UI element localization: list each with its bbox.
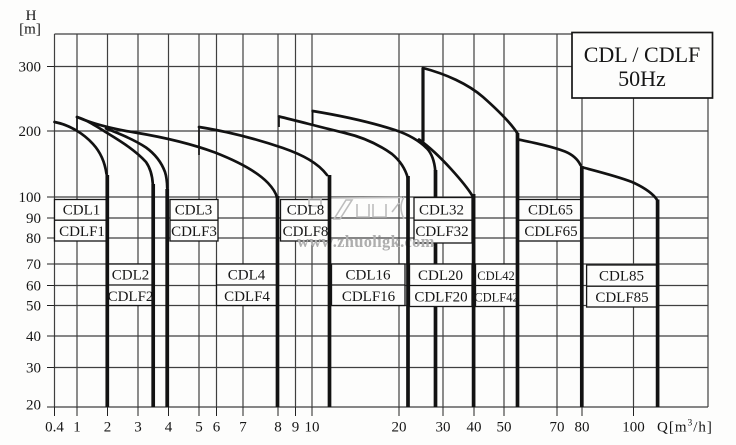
svg-text:CDLF16: CDLF16 <box>342 289 396 305</box>
svg-text:CDL / CDLF: CDL / CDLF <box>584 42 701 67</box>
svg-text:CDL8: CDL8 <box>287 203 325 219</box>
svg-text:50: 50 <box>26 299 41 315</box>
svg-text:8: 8 <box>274 420 282 436</box>
svg-text:40: 40 <box>467 420 482 436</box>
svg-text:CDLF2: CDLF2 <box>108 289 154 305</box>
svg-text:CDLF8: CDLF8 <box>283 224 329 240</box>
svg-text:50Hz: 50Hz <box>618 66 666 91</box>
svg-text:CDL16: CDL16 <box>346 268 392 284</box>
svg-text:5: 5 <box>195 420 203 436</box>
svg-text:6: 6 <box>213 420 221 436</box>
svg-text:Q[m3/h]: Q[m3/h] <box>657 419 713 436</box>
svg-text:100: 100 <box>19 190 42 206</box>
svg-text:70: 70 <box>26 257 41 273</box>
svg-text:CDL20: CDL20 <box>418 268 463 284</box>
svg-text:20: 20 <box>26 398 41 414</box>
svg-text:80: 80 <box>575 420 590 436</box>
svg-text:H: H <box>26 8 37 24</box>
svg-text:CDL1: CDL1 <box>63 203 101 219</box>
svg-text:9: 9 <box>292 420 300 436</box>
svg-text:CDLF85: CDLF85 <box>595 290 648 306</box>
svg-text:CDL4: CDL4 <box>228 268 266 284</box>
svg-text:10: 10 <box>305 420 320 436</box>
svg-text:90: 90 <box>26 211 41 227</box>
svg-text:40: 40 <box>26 329 41 345</box>
svg-text:80: 80 <box>26 231 41 247</box>
svg-text:CDLF42: CDLF42 <box>474 291 518 305</box>
svg-text:100: 100 <box>622 420 645 436</box>
svg-text:CDL3: CDL3 <box>175 203 213 219</box>
svg-text:2: 2 <box>104 420 112 436</box>
svg-text:20: 20 <box>392 420 407 436</box>
svg-text:CDL42: CDL42 <box>477 269 515 283</box>
svg-text:CDL2: CDL2 <box>112 268 150 284</box>
svg-text:70: 70 <box>550 420 565 436</box>
svg-text:CDLF65: CDLF65 <box>524 224 577 240</box>
svg-text:0.4: 0.4 <box>45 420 64 436</box>
svg-text:3: 3 <box>134 420 142 436</box>
svg-text:CDL32: CDL32 <box>419 203 464 219</box>
svg-text:7: 7 <box>239 420 247 436</box>
svg-text:www.zhuoligk.com: www.zhuoligk.com <box>297 232 435 251</box>
svg-text:200: 200 <box>19 124 42 140</box>
svg-text:300: 300 <box>19 60 42 76</box>
svg-text:CDLF32: CDLF32 <box>415 224 468 240</box>
svg-text:1: 1 <box>73 420 81 436</box>
svg-text:30: 30 <box>436 420 451 436</box>
svg-text:60: 60 <box>26 279 41 295</box>
svg-text:CDL85: CDL85 <box>599 269 644 285</box>
svg-text:[m]: [m] <box>19 22 41 38</box>
svg-text:CDLF20: CDLF20 <box>414 290 467 306</box>
svg-text:30: 30 <box>26 361 41 377</box>
svg-text:4: 4 <box>165 420 173 436</box>
svg-text:50: 50 <box>497 420 512 436</box>
svg-text:CDL65: CDL65 <box>528 203 573 219</box>
svg-text:CDLF4: CDLF4 <box>224 289 270 305</box>
svg-text:CDLF3: CDLF3 <box>171 224 217 240</box>
svg-text:CDLF1: CDLF1 <box>59 224 105 240</box>
